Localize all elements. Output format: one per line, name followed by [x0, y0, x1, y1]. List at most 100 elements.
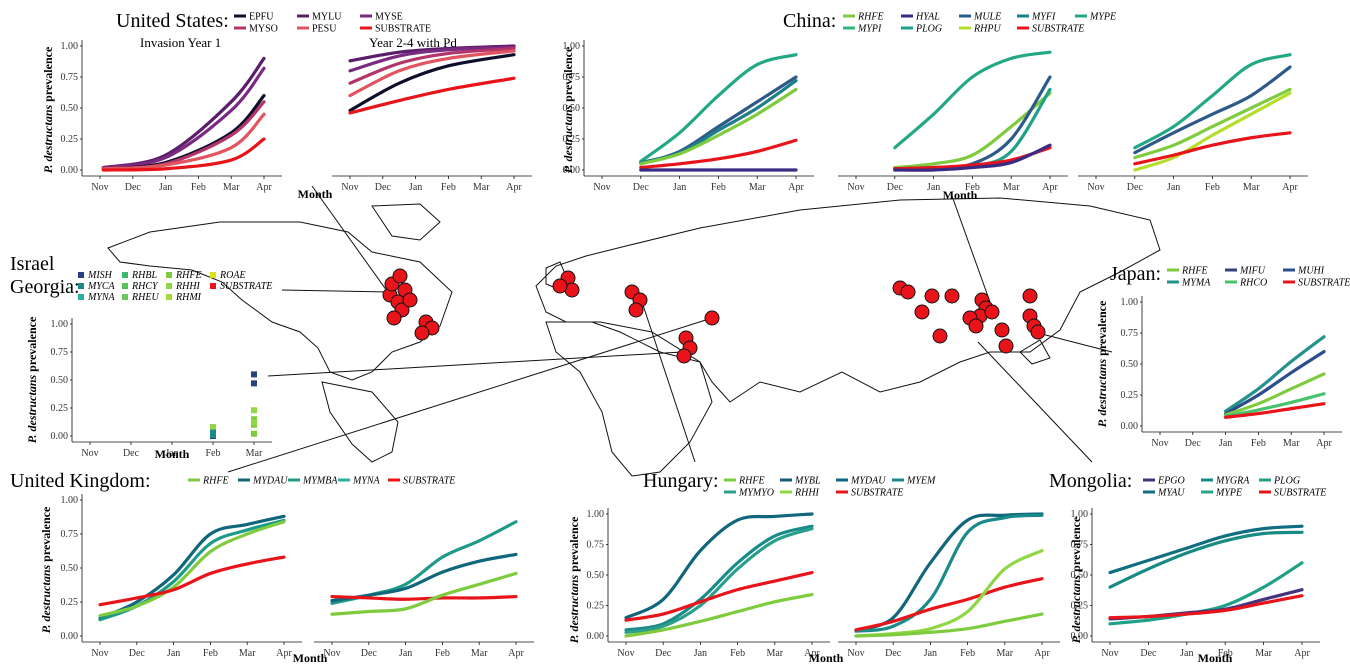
chart-texts: United States: Invasion Year 1 Year 2-4 … — [10, 10, 1161, 492]
legend-label-hyal: HYAL — [915, 12, 940, 23]
legend-swatch-myca — [78, 283, 84, 289]
connector-line — [977, 341, 1093, 463]
y-tick-label: 0.50 — [51, 375, 69, 386]
series-line-mygra — [1108, 530, 1304, 589]
legend-label-roae: ROAE — [219, 270, 246, 281]
x-tick-label: Nov — [81, 448, 98, 459]
x-tick-label: Mar — [996, 648, 1013, 659]
x-tick-label: Feb — [1205, 182, 1220, 193]
map-landmass — [1019, 339, 1051, 365]
y-tick-label: 0.75 — [61, 529, 79, 540]
x-tick-label: Jan — [694, 648, 707, 659]
y-tick-label: 0.75 — [1071, 540, 1089, 551]
y-tick-label: 0.50 — [1121, 359, 1139, 370]
y-tick-label: 0.25 — [51, 403, 69, 414]
x-tick-label: Feb — [960, 648, 975, 659]
x-tick-label: Jan — [165, 448, 178, 459]
connector-line — [951, 195, 991, 303]
y-tick-label: 0.25 — [61, 597, 79, 608]
legend-label-rhcy: RHCY — [131, 281, 159, 292]
series-line-mype — [1133, 53, 1292, 150]
legend-swatch-rheu — [122, 294, 128, 300]
us-panel1-title: Invasion Year 1 — [140, 35, 221, 50]
series-line-myso — [101, 100, 266, 171]
site-marker — [984, 304, 1000, 320]
legend-label-pesu: PESU — [312, 24, 337, 35]
y-axis-label: P. destructans prevalence — [567, 516, 581, 643]
legend-label-myfi: MYFI — [1031, 12, 1056, 23]
us-title: United States: — [116, 10, 229, 32]
legend-label-myca: MYCA — [87, 281, 116, 292]
data-point-rhfe — [251, 416, 257, 423]
y-tick-label: 0.25 — [1121, 390, 1139, 401]
series-line-mype — [639, 53, 798, 163]
x-tick-label: Nov — [847, 182, 864, 193]
y-tick-label: 1.00 — [1121, 297, 1139, 308]
series-line-rhfe — [639, 87, 798, 166]
legend-label-substrate: SUBSTRATE — [403, 476, 455, 487]
x-tick-label: Apr — [508, 648, 524, 659]
site-marker — [914, 304, 930, 320]
series-line-substrate — [1133, 131, 1292, 166]
series-line-epgo — [1108, 588, 1304, 621]
legend-label-substrate: SUBSTRATE — [1274, 488, 1326, 499]
x-tick-label: Dec — [655, 648, 672, 659]
legend-label-mydau: MYDAU — [850, 476, 886, 487]
legend-label-rhfe: RHFE — [857, 12, 884, 23]
y-tick-label: 0.00 — [1121, 421, 1139, 432]
us-panel2-title: Year 2-4 with Pd — [369, 35, 457, 50]
y-tick-label: 0.75 — [61, 72, 79, 83]
y-tick-label: 0.00 — [563, 165, 581, 176]
series-line-substrate — [101, 137, 266, 172]
connector-line — [227, 317, 713, 473]
x-tick-label: Dec — [1185, 438, 1202, 449]
y-tick-label: 0.25 — [563, 134, 581, 145]
x-tick-label: Feb — [191, 182, 206, 193]
site-marker — [402, 292, 418, 308]
site-marker — [968, 318, 984, 334]
connector-line — [267, 351, 683, 377]
legend-swatch-mish — [78, 272, 84, 278]
y-tick-label: 0.25 — [587, 601, 605, 612]
x-tick-label: Jan — [927, 182, 940, 193]
series-line-muhi — [1224, 350, 1326, 416]
x-tick-label: Mar — [1283, 438, 1300, 449]
series-line-pesu — [348, 49, 516, 98]
x-tick-label: Jan — [673, 182, 686, 193]
legend-label-epfu: EPFU — [249, 12, 274, 23]
x-tick-label: Feb — [435, 648, 450, 659]
legend-label-rhpu: RHPU — [973, 24, 1001, 35]
israel-label: Israel — [10, 253, 55, 275]
site-marker — [932, 328, 948, 344]
connector-lines — [227, 185, 1113, 473]
x-tick-label: Apr — [804, 648, 820, 659]
x-tick-label: Jan — [167, 648, 180, 659]
y-tick-label: 1.00 — [61, 41, 79, 52]
x-tick-label: Apr — [1316, 438, 1332, 449]
legend-label-mule: MULE — [973, 12, 1001, 23]
x-tick-label: Mar — [223, 182, 240, 193]
series-line-myem — [854, 513, 1044, 633]
series-line-rhfe — [854, 612, 1044, 638]
japan-title: Japan: — [1110, 263, 1161, 285]
connector-line — [641, 301, 696, 463]
x-tick-label: Dec — [123, 448, 140, 459]
y-tick-label: 0.50 — [563, 103, 581, 114]
series-line-rhfe — [98, 520, 286, 618]
series-line-myse — [101, 66, 266, 170]
x-axis-label: Month — [298, 187, 333, 201]
x-tick-label: Dec — [1127, 182, 1144, 193]
data-point-mish — [251, 380, 257, 387]
legend-label-plog: PLOG — [915, 24, 942, 35]
series-line-substrate — [639, 138, 798, 170]
prevalence-charts: EPFU MYLU MYSE MYSO PESU SUBSTRATE Nov Dec Jan Fe… — [25, 12, 1350, 666]
legend-swatch-rhcy — [122, 283, 128, 289]
series-line-mydau — [98, 514, 286, 620]
legend-label-substrate: SUBSTRATE — [220, 281, 272, 292]
x-tick-label: Apr — [1282, 182, 1298, 193]
site-marker — [628, 302, 644, 318]
x-tick-label: Dec — [885, 648, 902, 659]
data-point-rhhi — [251, 419, 257, 426]
series-line-substrate — [1224, 402, 1326, 419]
x-tick-label: Mar — [471, 648, 488, 659]
